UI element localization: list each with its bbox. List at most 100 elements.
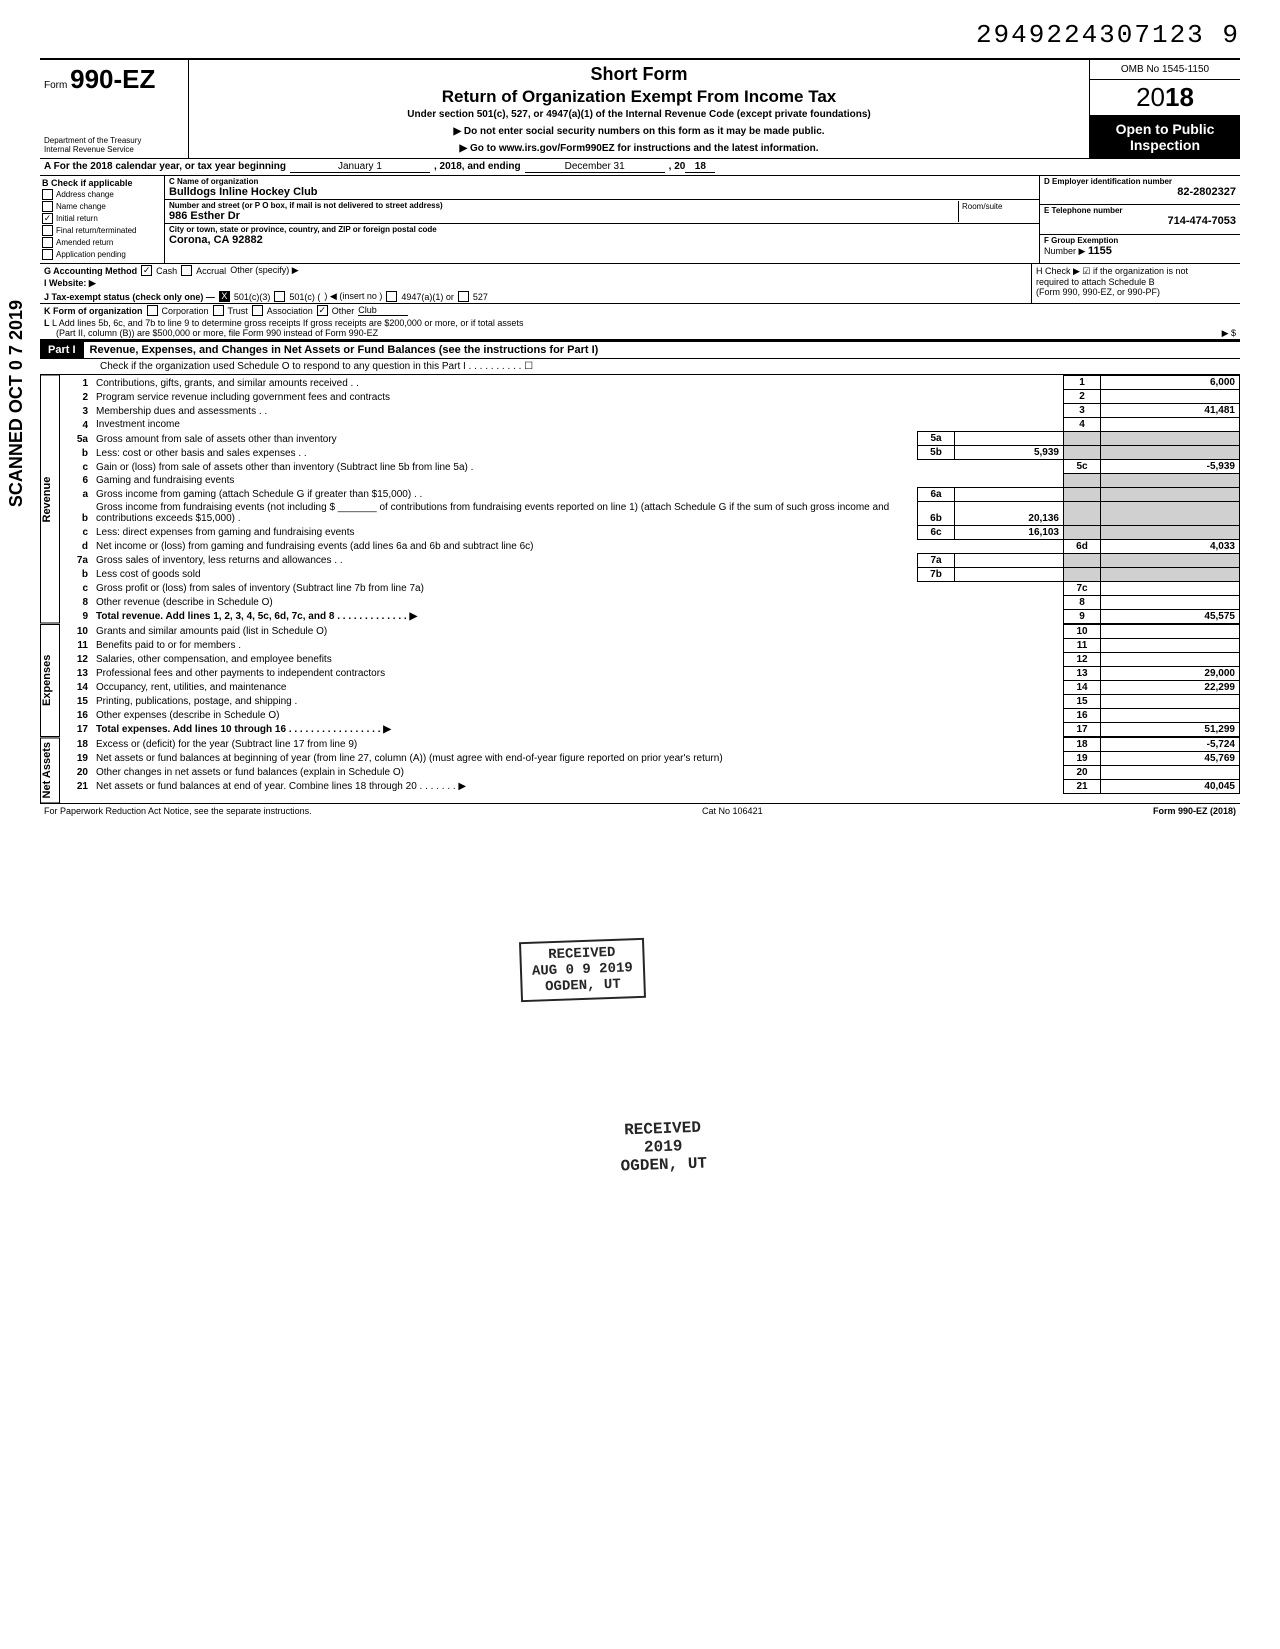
ln-3-desc: Membership dues and assessments . .: [92, 404, 1064, 418]
ln-5b-shade2: [1101, 446, 1240, 460]
revenue-section: Revenue 1Contributions, gifts, grants, a…: [40, 375, 1240, 624]
ln-13-no: 13: [60, 666, 92, 680]
chk-527[interactable]: [458, 291, 469, 302]
ln-6d-amt: 4,033: [1101, 539, 1240, 553]
chk-accrual[interactable]: [181, 265, 192, 276]
city-value: Corona, CA 92882: [169, 234, 1035, 246]
ln-17-desc: Total expenses. Add lines 10 through 16 …: [92, 722, 1064, 736]
chk-final-return[interactable]: [42, 225, 53, 236]
ln-5b-subamt: 5,939: [955, 446, 1064, 460]
ln-14-no: 14: [60, 680, 92, 694]
line-a-yr: 18: [685, 161, 715, 173]
chk-other-org[interactable]: ✓: [317, 305, 328, 316]
line-a-end: December 31: [525, 161, 665, 173]
ln-15-box: 15: [1064, 694, 1101, 708]
ln-7a-desc: Gross sales of inventory, less returns a…: [92, 553, 918, 567]
received-text-1: RECEIVED: [531, 944, 632, 964]
chk-name-change[interactable]: [42, 201, 53, 212]
open-public-2: Inspection: [1094, 137, 1236, 153]
ln-5b-desc: Less: cost or other basis and sales expe…: [92, 446, 918, 460]
phone-value: 714-474-7053: [1044, 215, 1236, 227]
ln-5a-no: 5a: [60, 432, 92, 446]
ln-14-box: 14: [1064, 680, 1101, 694]
lbl-initial-return: Initial return: [56, 214, 98, 223]
ln-15-no: 15: [60, 694, 92, 708]
short-form-label: Short Form: [197, 64, 1081, 85]
footer: For Paperwork Reduction Act Notice, see …: [40, 803, 1240, 818]
ln-7b-shade: [1064, 567, 1101, 581]
ln-9-no: 9: [60, 609, 92, 623]
ln-7c-desc: Gross profit or (loss) from sales of inv…: [92, 581, 1064, 595]
ln-7c-box: 7c: [1064, 581, 1101, 595]
footer-cat: Cat No 106421: [702, 806, 763, 816]
part1-label: Part I: [40, 342, 84, 358]
ln-21-desc: Net assets or fund balances at end of ye…: [92, 779, 1064, 793]
chk-501c3[interactable]: X: [219, 291, 230, 302]
ln-17-box: 17: [1064, 722, 1101, 736]
col-b: B Check if applicable Address change Nam…: [40, 176, 165, 263]
ln-6b-desc: Gross income from fundraising events (no…: [92, 501, 918, 525]
ln-16-box: 16: [1064, 708, 1101, 722]
ln-11-desc: Benefits paid to or for members .: [92, 638, 1064, 652]
ln-19-amt: 45,769: [1101, 751, 1240, 765]
ln-20-amt: [1101, 765, 1240, 779]
ln-18-box: 18: [1064, 737, 1101, 751]
chk-corporation[interactable]: [147, 305, 158, 316]
chk-amended-return[interactable]: [42, 237, 53, 248]
chk-application-pending[interactable]: [42, 249, 53, 260]
room-suite-label: Room/suite: [962, 202, 1032, 211]
ln-18-amt: -5,724: [1101, 737, 1240, 751]
ln-3-amt: 41,481: [1101, 404, 1240, 418]
ln-6b-shade2: [1101, 501, 1240, 525]
ln-5b-no: b: [60, 446, 92, 460]
ln-1-box: 1: [1064, 376, 1101, 390]
ln-6a-no: a: [60, 487, 92, 501]
line-i-website: I Website: ▶: [44, 278, 96, 289]
chk-association[interactable]: [252, 305, 263, 316]
city-label: City or town, state or province, country…: [169, 225, 1029, 234]
ln-13-amt: 29,000: [1101, 666, 1240, 680]
year-prefix: 20: [1136, 82, 1165, 112]
dept-irs: Internal Revenue Service: [44, 145, 184, 154]
ln-5a-desc: Gross amount from sale of assets other t…: [92, 432, 918, 446]
line-a-begin: January 1: [290, 161, 430, 173]
ln-2-box: 2: [1064, 390, 1101, 404]
lbl-amended-return: Amended return: [56, 238, 113, 247]
line-l-arrow: ▶ $: [1222, 328, 1236, 339]
lbl-final-return: Final return/terminated: [56, 226, 136, 235]
ln-6a-desc: Gross income from gaming (attach Schedul…: [92, 487, 918, 501]
revenue-side-label: Revenue: [40, 375, 60, 624]
line-h-3: (Form 990, 990-EZ, or 990-PF): [1036, 287, 1236, 297]
ln-7b-no: b: [60, 567, 92, 581]
ln-13-box: 13: [1064, 666, 1101, 680]
scanned-stamp: SCANNED OCT 0 7 2019: [6, 300, 27, 507]
ln-6-shade: [1064, 474, 1101, 488]
chk-4947[interactable]: [386, 291, 397, 302]
ln-11-box: 11: [1064, 638, 1101, 652]
chk-trust[interactable]: [213, 305, 224, 316]
ln-6d-no: d: [60, 539, 92, 553]
lbl-trust: Trust: [228, 306, 248, 316]
org-name-label: C Name of organization: [169, 177, 1029, 186]
ln-12-no: 12: [60, 652, 92, 666]
ln-20-desc: Other changes in net assets or fund bala…: [92, 765, 1064, 779]
chk-address-change[interactable]: [42, 189, 53, 200]
ln-10-no: 10: [60, 624, 92, 638]
chk-cash[interactable]: ✓: [141, 265, 152, 276]
group-exempt-value: 1155: [1088, 245, 1112, 257]
ln-8-box: 8: [1064, 595, 1101, 609]
lbl-application-pending: Application pending: [56, 250, 126, 259]
received-stamp-1: RECEIVED AUG 0 9 2019 OGDEN, UT: [519, 938, 646, 1002]
netassets-section: Net Assets 18Excess or (deficit) for the…: [40, 737, 1240, 803]
line-l-2: (Part II, column (B)) are $500,000 or mo…: [56, 328, 378, 338]
chk-initial-return[interactable]: ✓: [42, 213, 53, 224]
ln-11-amt: [1101, 638, 1240, 652]
form-subtitle: Under section 501(c), 527, or 4947(a)(1)…: [197, 109, 1081, 120]
ogden-1: OGDEN, UT: [532, 976, 633, 996]
footer-form-ref: Form 990-EZ (2018): [1153, 806, 1236, 816]
line-a-mid: , 2018, and ending: [434, 161, 521, 173]
ln-17-amt: 51,299: [1101, 722, 1240, 736]
chk-501c[interactable]: [274, 291, 285, 302]
entity-block: B Check if applicable Address change Nam…: [40, 176, 1240, 264]
ln-5c-desc: Gain or (loss) from sale of assets other…: [92, 460, 1064, 474]
